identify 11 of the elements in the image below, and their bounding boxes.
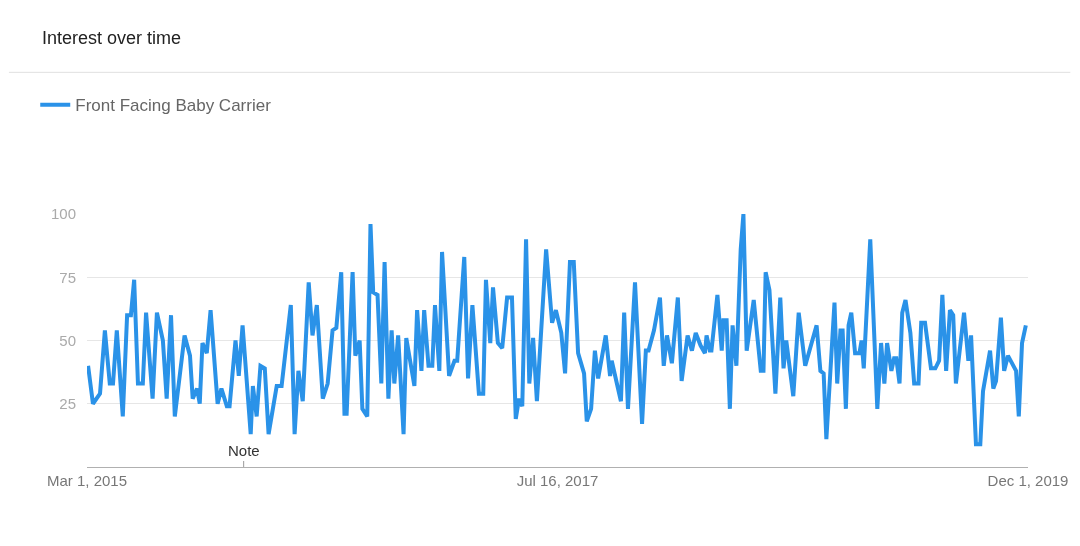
line-series <box>87 214 1028 447</box>
x-tick-label: Mar 1, 2015 <box>46 472 128 489</box>
x-tick-label: Dec 1, 2019 <box>987 472 1069 489</box>
y-tick-label: 25 <box>59 395 76 412</box>
y-tick-label: 100 <box>50 205 76 223</box>
y-tick-label: 75 <box>59 268 76 286</box>
x-tick-label: Jul 16, 2017 <box>516 472 599 489</box>
legend-label: Front Facing Baby Carrier <box>75 96 272 116</box>
chart-title: Interest over time <box>42 28 182 49</box>
y-tick-label: 50 <box>59 331 76 349</box>
annotation: Note <box>228 442 260 459</box>
